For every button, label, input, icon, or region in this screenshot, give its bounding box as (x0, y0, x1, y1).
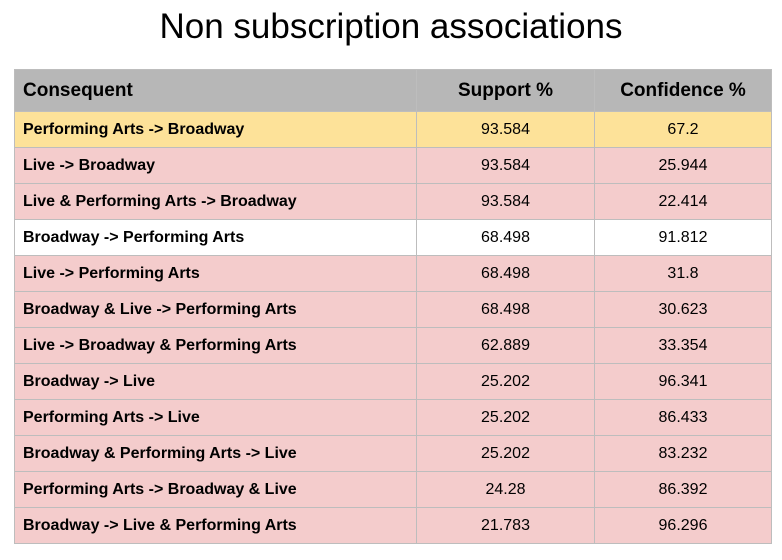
table-row: Live -> Broadway & Performing Arts 62.889… (14, 327, 772, 364)
table-row: Broadway & Performing Arts -> Live 25.202… (14, 435, 772, 472)
rule-cell: Performing Arts -> Broadway (14, 111, 417, 148)
confidence-cell: 96.296 (594, 507, 772, 544)
rule-cell: Broadway & Performing Arts -> Live (14, 435, 417, 472)
support-cell: 25.202 (416, 399, 595, 436)
rule-cell: Live -> Performing Arts (14, 255, 417, 292)
rule-cell: Broadway -> Performing Arts (14, 219, 417, 256)
confidence-cell: 31.8 (594, 255, 772, 292)
confidence-cell: 96.341 (594, 363, 772, 400)
confidence-cell: 86.392 (594, 471, 772, 508)
associations-table: Consequent Support % Confidence % Perfor… (14, 69, 772, 544)
confidence-cell: 83.232 (594, 435, 772, 472)
confidence-cell: 30.623 (594, 291, 772, 328)
rule-cell: Live -> Broadway (14, 147, 417, 184)
rule-cell: Live -> Broadway & Performing Arts (14, 327, 417, 364)
page-title: Non subscription associations (159, 7, 623, 46)
confidence-cell: 86.433 (594, 399, 772, 436)
support-cell: 25.202 (416, 363, 595, 400)
table-body: Performing Arts -> Broadway 93.584 67.2 Liv… (14, 111, 772, 544)
rule-cell: Broadway -> Live & Performing Arts (14, 507, 417, 544)
table-row: Live -> Performing Arts 68.498 31.8 (14, 255, 772, 292)
table-row: Broadway -> Live & Performing Arts 21.783… (14, 507, 772, 544)
rule-cell: Live & Performing Arts -> Broadway (14, 183, 417, 220)
support-cell: 62.889 (416, 327, 595, 364)
support-cell: 21.783 (416, 507, 595, 544)
support-cell: 68.498 (416, 219, 595, 256)
confidence-cell: 33.354 (594, 327, 772, 364)
table-row: Broadway & Live -> Performing Arts 68.498… (14, 291, 772, 328)
support-cell: 24.28 (416, 471, 595, 508)
column-header-confidence: Confidence % (594, 69, 772, 112)
confidence-cell: 67.2 (594, 111, 772, 148)
rule-cell: Broadway -> Live (14, 363, 417, 400)
support-cell: 93.584 (416, 111, 595, 148)
confidence-cell: 22.414 (594, 183, 772, 220)
support-cell: 25.202 (416, 435, 595, 472)
rule-cell: Performing Arts -> Live (14, 399, 417, 436)
column-header-consequent: Consequent (14, 69, 417, 112)
confidence-cell: 25.944 (594, 147, 772, 184)
table-row: Broadway -> Performing Arts 68.498 91.812 (14, 219, 772, 256)
confidence-cell: 91.812 (594, 219, 772, 256)
column-header-support: Support % (416, 69, 595, 112)
table-row: Live & Performing Arts -> Broadway 93.584… (14, 183, 772, 220)
table-row: Performing Arts -> Broadway 93.584 67.2 (14, 111, 772, 148)
table-row: Performing Arts -> Live 25.202 86.433 (14, 399, 772, 436)
table-row: Live -> Broadway 93.584 25.944 (14, 147, 772, 184)
table-header-row: Consequent Support % Confidence % (14, 69, 772, 112)
support-cell: 68.498 (416, 255, 595, 292)
rule-cell: Performing Arts -> Broadway & Live (14, 471, 417, 508)
support-cell: 93.584 (416, 183, 595, 220)
table-row: Broadway -> Live 25.202 96.341 (14, 363, 772, 400)
support-cell: 68.498 (416, 291, 595, 328)
rule-cell: Broadway & Live -> Performing Arts (14, 291, 417, 328)
support-cell: 93.584 (416, 147, 595, 184)
table-row: Performing Arts -> Broadway & Live 24.28 8… (14, 471, 772, 508)
